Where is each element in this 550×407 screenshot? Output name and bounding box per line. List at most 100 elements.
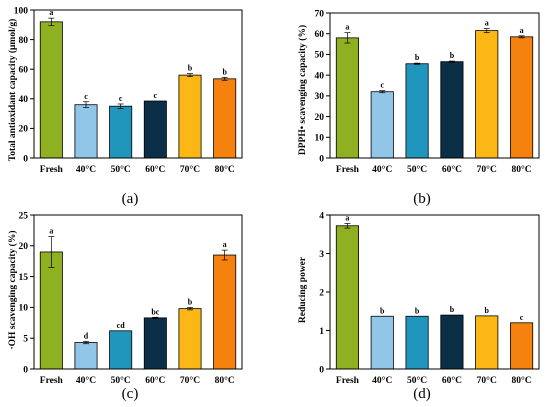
bar	[370, 315, 394, 370]
y-tick-label: 50	[315, 51, 325, 61]
y-tick-label: 0	[23, 365, 28, 375]
category-label: 70°C	[180, 164, 200, 175]
significance-label: b	[222, 67, 227, 76]
bar	[440, 314, 464, 370]
significance-label: c	[119, 94, 123, 103]
category-label: 60°C	[145, 164, 165, 175]
bar	[335, 37, 359, 159]
significance-label: bc	[151, 307, 159, 316]
category-label: Fresh	[40, 376, 64, 386]
significance-label: a	[520, 26, 524, 35]
significance-label: c	[380, 81, 384, 90]
significance-label: b	[485, 306, 490, 315]
y-tick-label: 4	[319, 211, 324, 221]
y-tick-label: 0	[319, 154, 324, 164]
category-label: 80°C	[215, 375, 235, 386]
significance-label: b	[450, 305, 455, 314]
bar	[440, 61, 464, 159]
plot-frame	[33, 214, 243, 370]
y-tick-label: 25	[19, 211, 29, 221]
category-label: 50°C	[111, 164, 131, 175]
y-tick-label: 2	[319, 288, 324, 298]
bar	[213, 254, 237, 370]
y-tick-label: 20	[315, 113, 325, 123]
y-axis-title: ·OH scavenging capacity (%)	[7, 230, 18, 349]
significance-label: c	[154, 91, 158, 100]
bar	[109, 330, 133, 370]
y-tick-label: 1	[319, 327, 324, 337]
category-label: 70°C	[477, 164, 497, 175]
significance-label: c	[84, 92, 88, 101]
bar	[74, 104, 98, 159]
y-tick-label: 60	[315, 30, 325, 40]
significance-label: d	[84, 331, 89, 340]
y-tick-label: 15	[19, 273, 29, 283]
bar	[178, 308, 202, 370]
bar	[143, 100, 167, 159]
category-label: 80°C	[511, 375, 531, 386]
y-tick-label: 80	[19, 36, 29, 46]
category-label: 60°C	[442, 375, 462, 386]
bar	[213, 78, 237, 159]
significance-label: b	[188, 297, 193, 306]
significance-label: b	[415, 53, 420, 62]
significance-label: a	[485, 19, 489, 28]
significance-label: b	[188, 64, 193, 73]
bar	[178, 74, 202, 159]
bar	[143, 317, 167, 370]
y-tick-label: 3	[319, 250, 324, 260]
y-tick-label: 20	[19, 125, 29, 135]
bar	[475, 30, 499, 159]
plot-frame	[329, 214, 540, 370]
y-axis-title: DPPH• scavenging capacity (%)	[297, 25, 308, 155]
significance-label: a	[49, 8, 53, 17]
bar	[405, 63, 429, 159]
category-label: Fresh	[336, 165, 360, 175]
y-tick-label: 0	[319, 365, 324, 375]
bar	[74, 342, 98, 370]
significance-label: a	[345, 213, 349, 222]
category-label: 40°C	[76, 375, 96, 386]
bar	[39, 21, 63, 159]
category-label: 60°C	[442, 164, 462, 175]
panel-label: (a)	[122, 191, 139, 207]
category-label: 80°C	[511, 164, 531, 175]
significance-label: cd	[117, 321, 126, 330]
category-label: 50°C	[407, 375, 427, 386]
y-tick-label: 30	[315, 92, 325, 102]
bar	[39, 251, 63, 370]
bar	[109, 105, 133, 159]
y-tick-label: 20	[19, 242, 29, 252]
bar	[475, 315, 499, 370]
y-tick-label: 40	[315, 71, 325, 81]
bar	[370, 91, 394, 159]
category-label: 60°C	[145, 375, 165, 386]
category-label: 50°C	[111, 375, 131, 386]
significance-label: b	[380, 306, 385, 315]
significance-label: a	[223, 240, 227, 249]
bar	[335, 225, 359, 370]
y-tick-label: 10	[315, 134, 325, 144]
panel-label: (d)	[413, 386, 431, 402]
y-tick-label: 100	[14, 6, 29, 16]
bar	[405, 315, 429, 370]
significance-label: a	[49, 227, 53, 236]
y-tick-label: 0	[23, 154, 28, 164]
y-tick-label: 70	[315, 9, 325, 19]
category-label: Fresh	[40, 165, 64, 175]
panel-label: (c)	[122, 386, 139, 402]
y-axis-title: Reducing power	[298, 256, 308, 323]
category-label: 70°C	[477, 375, 497, 386]
significance-label: b	[450, 51, 455, 60]
panel-label: (b)	[413, 191, 431, 207]
category-label: 70°C	[180, 375, 200, 386]
y-tick-label: 10	[19, 304, 29, 314]
plot-frame	[329, 12, 540, 159]
category-label: 40°C	[372, 375, 392, 386]
y-tick-label: 40	[19, 95, 29, 105]
category-label: 40°C	[372, 164, 392, 175]
y-tick-label: 5	[23, 335, 28, 345]
y-tick-label: 60	[19, 66, 29, 76]
category-label: 40°C	[76, 164, 96, 175]
